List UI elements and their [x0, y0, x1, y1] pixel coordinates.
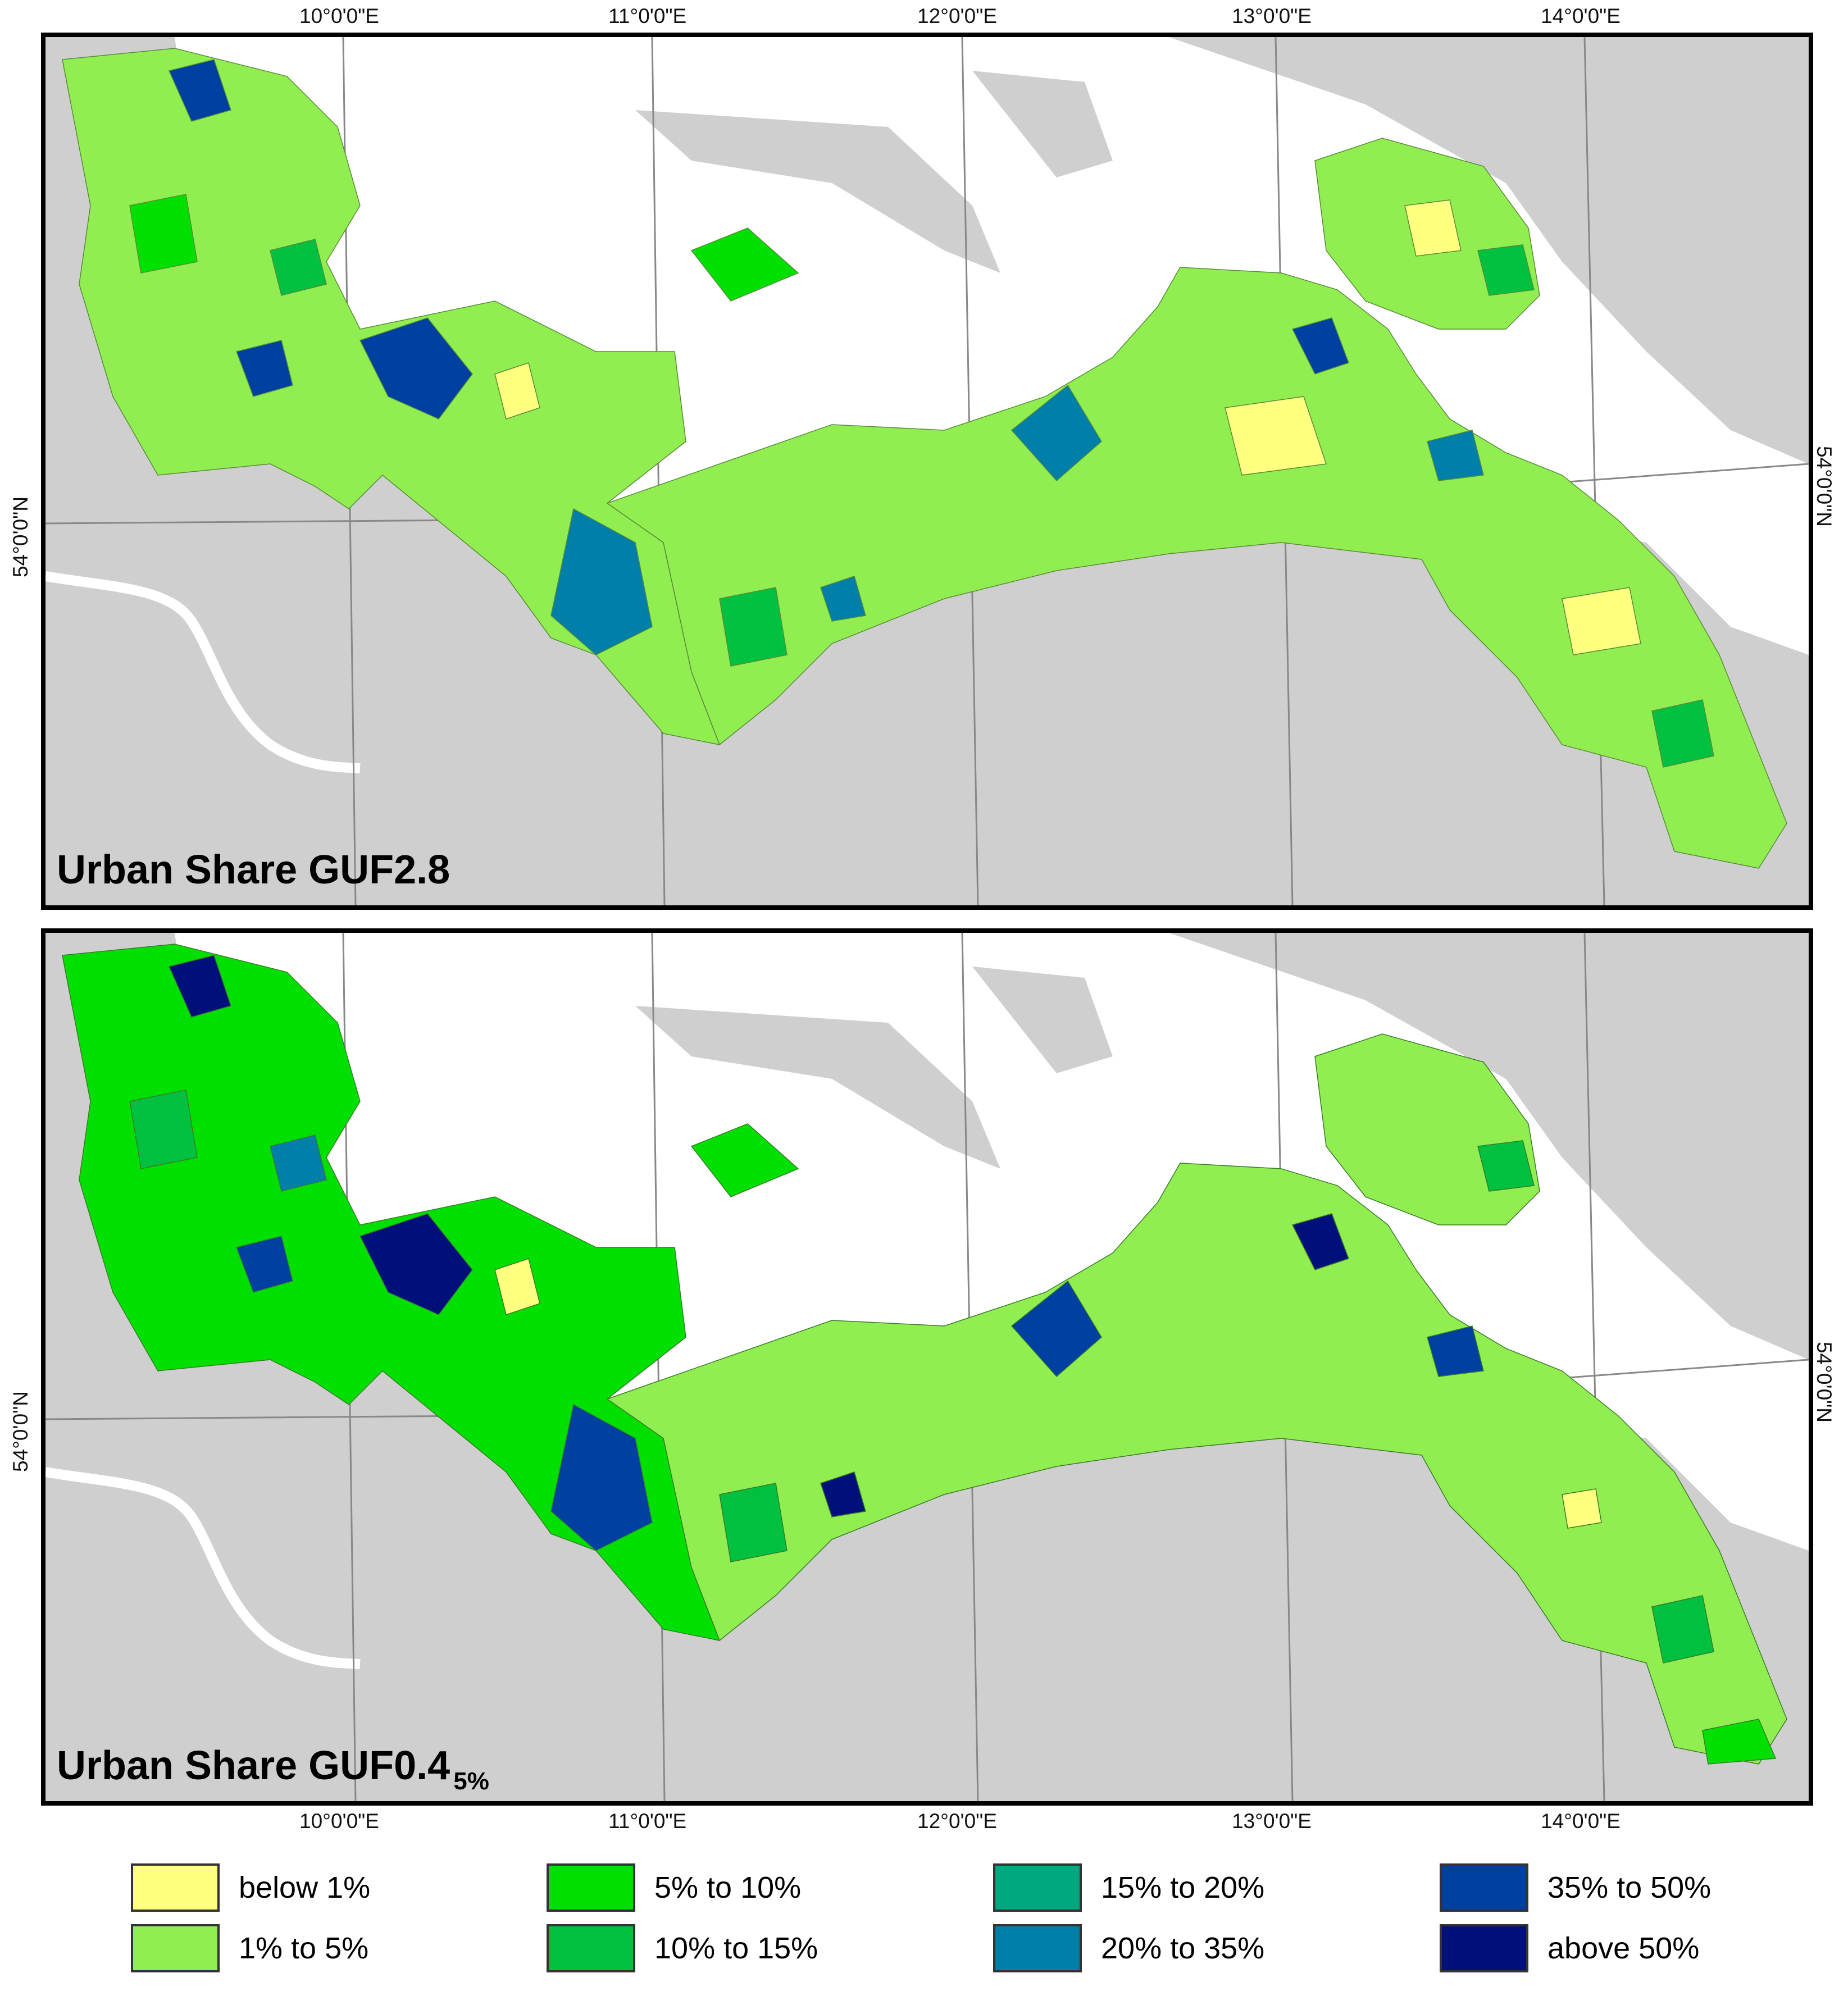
map-guf04 — [45, 933, 1809, 1801]
legend-swatch — [1440, 1924, 1528, 1972]
patch-greifswald — [1427, 1325, 1484, 1377]
legend-label: above 50% — [1547, 1931, 1700, 1965]
legend-label: 5% to 10% — [654, 1871, 802, 1904]
admin-regions — [62, 48, 1787, 869]
patch-kiel — [168, 59, 231, 122]
patch-yellow-2 — [1404, 199, 1462, 257]
legend-label: 10% to 15% — [654, 1931, 818, 1965]
top-lon-label-14e: 14°0'0"E — [1541, 4, 1621, 28]
patch-yellow-1 — [1562, 1488, 1602, 1529]
lat-label-left-top: 54°0'0"N — [9, 496, 33, 578]
legend-label: below 1% — [239, 1871, 371, 1904]
patch-stralsund — [1291, 1213, 1349, 1270]
patch-luebeck-2 — [236, 340, 293, 397]
panel-subtitle-guf04: 5% — [453, 1767, 489, 1795]
top-lon-label-13e: 13°0'0"E — [1232, 4, 1312, 28]
island-falster — [972, 967, 1113, 1073]
admin-regions — [62, 944, 1787, 1765]
region-central — [606, 267, 1787, 869]
patch-green-4 — [1651, 1595, 1714, 1664]
map-guf28 — [45, 37, 1809, 905]
panel-title-guf04: Urban Share GUF0.4 5% — [57, 1743, 489, 1795]
patch-yellow-3 — [1562, 587, 1641, 655]
bottom-lon-label-12e: 12°0'0"E — [917, 1810, 997, 1833]
legend-swatch — [993, 1924, 1082, 1972]
lat-label-right-bottom: 54°0'0"N — [1813, 1341, 1836, 1423]
legend-label: 1% to 5% — [239, 1931, 369, 1965]
patch-kiel — [168, 955, 231, 1018]
region-fehmarn — [690, 1123, 799, 1197]
patch-schwerin — [820, 1471, 866, 1517]
patch-schwerin — [820, 576, 866, 622]
patch-green-3 — [1477, 244, 1535, 296]
legend-swatch — [993, 1863, 1082, 1912]
region-ruegen — [1314, 1033, 1540, 1225]
patch-rostock — [1011, 1280, 1102, 1378]
legend-swatch — [547, 1863, 635, 1912]
patch-green-1 — [129, 194, 198, 274]
map-panel-guf04: Urban Share GUF0.4 5% — [41, 928, 1813, 1806]
legend-label: 35% to 50% — [1547, 1871, 1712, 1904]
panel-title-guf28: Urban Share GUF2.8 — [57, 847, 450, 892]
region-central — [606, 1163, 1787, 1765]
island-lolland — [635, 1006, 1000, 1169]
patch-green-1 — [129, 1090, 198, 1169]
bottom-lon-label-14e: 14°0'0"E — [1541, 1810, 1621, 1833]
lat-label-right-top: 54°0'0"N — [1813, 445, 1836, 527]
patch-green-2 — [719, 1483, 788, 1562]
patch-green-3 — [1477, 1140, 1535, 1192]
patch-yellow-1 — [1225, 396, 1327, 476]
patch-green-6 — [1702, 1719, 1777, 1765]
legend-label: 20% to 35% — [1101, 1931, 1265, 1965]
patch-green-4 — [1651, 699, 1714, 768]
patch-wismar — [550, 508, 653, 655]
river-elbe — [45, 571, 361, 773]
patch-luebeck — [359, 1213, 473, 1315]
patch-rostock — [1011, 384, 1102, 482]
patch-wismar — [550, 1403, 653, 1551]
patch-stralsund — [1291, 317, 1349, 375]
legend-label: 15% to 20% — [1101, 1871, 1265, 1904]
patch-yellow-4 — [494, 362, 540, 420]
legend: below 1% 1% to 5% 5% to 10% 10% to 15% 1… — [131, 1863, 1726, 1993]
island-lolland — [635, 110, 1000, 273]
patch-green-5 — [270, 239, 327, 296]
patch-green-2 — [719, 587, 788, 667]
map-panel-guf28: Urban Share GUF2.8 — [41, 33, 1813, 910]
bottom-lon-label-11e: 11°0'0"E — [608, 1810, 687, 1833]
bottom-lon-label-10e: 10°0'0"E — [299, 1810, 379, 1833]
river-elbe — [45, 1467, 361, 1669]
legend-swatch — [131, 1924, 220, 1972]
region-fehmarn — [690, 227, 799, 302]
patch-luebeck — [359, 317, 473, 420]
legend-swatch — [1440, 1863, 1528, 1912]
bottom-lon-label-13e: 13°0'0"E — [1232, 1810, 1312, 1833]
patch-green-5 — [270, 1134, 327, 1192]
top-lon-label-10e: 10°0'0"E — [299, 4, 379, 28]
top-lon-label-11e: 11°0'0"E — [608, 4, 687, 28]
legend-swatch — [131, 1863, 220, 1912]
patch-greifswald — [1427, 430, 1484, 481]
top-lon-label-12e: 12°0'0"E — [917, 4, 997, 28]
legend-swatch — [547, 1924, 635, 1972]
island-falster — [972, 71, 1113, 177]
patch-yellow-2 — [494, 1258, 540, 1315]
lat-label-left-bottom: 54°0'0"N — [9, 1391, 33, 1473]
patch-luebeck-2 — [236, 1236, 293, 1293]
